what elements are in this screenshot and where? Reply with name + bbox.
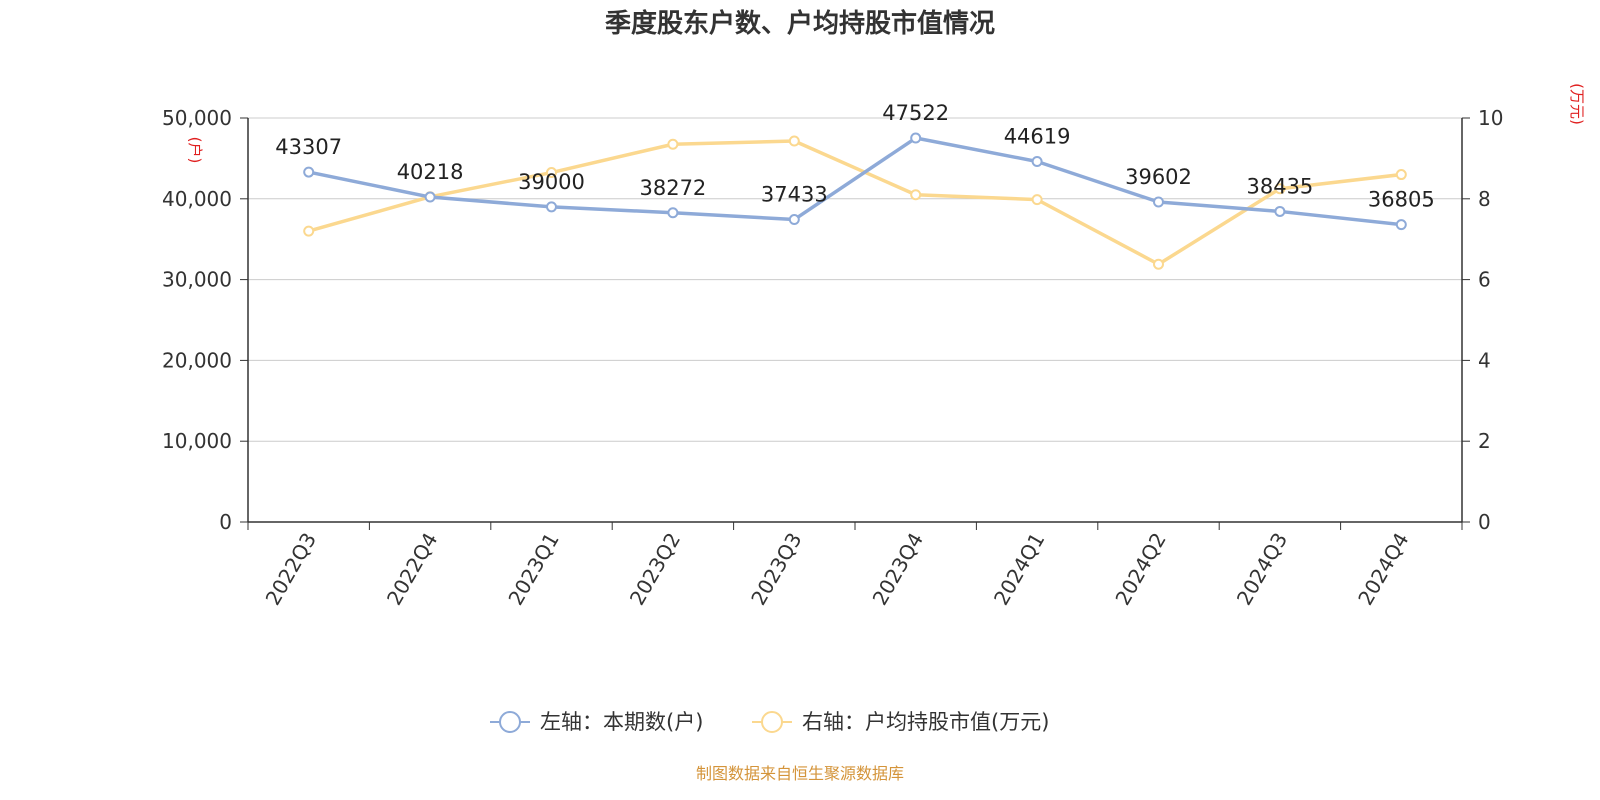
point-households[interactable] — [1031, 155, 1043, 167]
x-tick-label: 2024Q3 — [1232, 529, 1292, 610]
data-labels: 43307 40218 39000 38272 37433 47522 44619 39602… — [275, 101, 1434, 212]
right-axis-unit: (万元) — [1568, 83, 1586, 125]
data-label-households: 43307 — [275, 135, 342, 159]
chart-title: 季度股东户数、户均持股市值情况 — [605, 8, 995, 39]
series-line-avg-value — [308, 139, 1402, 266]
point-households[interactable] — [1395, 219, 1407, 231]
x-tick-label: 2022Q4 — [382, 529, 442, 610]
point-avg-value[interactable] — [546, 167, 557, 179]
point-avg-value[interactable] — [667, 138, 679, 150]
x-tick-label: 2024Q4 — [1353, 529, 1413, 610]
left-axis-unit: (户) — [186, 137, 204, 164]
left-tick-label: 0 — [219, 510, 232, 534]
x-tick-label: 2023Q1 — [503, 529, 563, 610]
data-label-households: 38435 — [1246, 174, 1313, 198]
legend-item-households[interactable]: 左轴：本期数(户) — [490, 710, 703, 734]
data-label-households: 36805 — [1368, 188, 1435, 212]
right-tick-label: 10 — [1478, 106, 1503, 130]
point-avg-value[interactable] — [1395, 169, 1407, 181]
legend-label-avg-value: 右轴：户均持股市值(万元) — [802, 710, 1049, 734]
point-households[interactable] — [788, 214, 800, 226]
legend[interactable]: 左轴：本期数(户) 右轴：户均持股市值(万元) — [490, 710, 1049, 734]
legend-item-avg-value[interactable]: 右轴：户均持股市值(万元) — [752, 710, 1049, 734]
legend-marker-avg-value — [761, 711, 783, 733]
point-households[interactable] — [424, 191, 436, 203]
left-tick-label: 10,000 — [162, 429, 232, 453]
left-tick-label: 50,000 — [162, 106, 232, 130]
x-tick-label: 2023Q3 — [746, 529, 806, 610]
x-tick-label: 2024Q2 — [1110, 529, 1170, 610]
legend-marker-households — [499, 711, 521, 733]
series-line-households — [308, 136, 1402, 227]
right-axis-ticks: 0 2 4 6 8 10 — [1462, 106, 1503, 534]
point-households[interactable] — [910, 132, 922, 144]
x-axis-ticks: 2022Q3 2022Q4 2023Q1 2023Q2 2023Q3 2023Q4 2024… — [247, 522, 1463, 610]
point-households[interactable] — [1153, 196, 1164, 208]
right-tick-label: 2 — [1478, 429, 1491, 453]
series-layer — [303, 132, 1407, 270]
point-households[interactable] — [546, 201, 557, 213]
right-tick-label: 0 — [1478, 510, 1491, 534]
right-tick-label: 4 — [1478, 348, 1491, 372]
data-label-households: 40218 — [397, 160, 464, 184]
left-tick-label: 20,000 — [162, 348, 232, 372]
data-label-households: 44619 — [1004, 124, 1071, 148]
left-axis-ticks: 0 10,000 20,000 30,000 40,000 50,000 — [162, 106, 248, 534]
x-tick-label: 2023Q2 — [625, 529, 685, 610]
point-households[interactable] — [303, 166, 315, 178]
point-avg-value[interactable] — [303, 225, 315, 237]
x-tick-label: 2023Q4 — [868, 529, 928, 610]
point-households[interactable] — [667, 207, 679, 219]
data-label-households: 38272 — [639, 176, 706, 200]
point-households[interactable] — [1274, 205, 1286, 217]
point-avg-value[interactable] — [1031, 194, 1043, 206]
point-avg-value[interactable] — [910, 189, 922, 201]
source-note: 制图数据来自恒生聚源数据库 — [696, 764, 904, 783]
data-label-households: 47522 — [882, 101, 949, 125]
point-avg-value[interactable] — [788, 135, 800, 147]
point-avg-value[interactable] — [1274, 183, 1286, 195]
right-tick-label: 8 — [1478, 187, 1491, 211]
point-avg-value[interactable] — [1153, 258, 1164, 270]
x-tick-label: 2024Q1 — [989, 529, 1049, 610]
legend-label-households: 左轴：本期数(户) — [540, 710, 703, 734]
left-tick-label: 40,000 — [162, 187, 232, 211]
data-label-households: 37433 — [761, 183, 828, 207]
data-label-households: 39602 — [1125, 165, 1192, 189]
left-tick-label: 30,000 — [162, 268, 232, 292]
right-tick-label: 6 — [1478, 268, 1491, 292]
data-label-households: 39000 — [518, 170, 585, 194]
x-tick-label: 2022Q3 — [261, 529, 321, 610]
